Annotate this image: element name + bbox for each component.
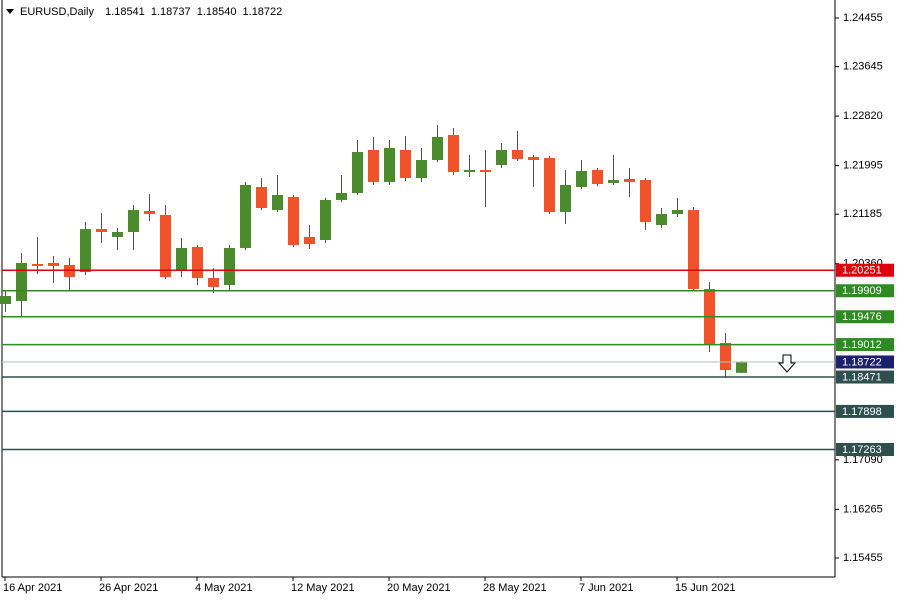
y-tick-label: 1.17090 [843, 454, 883, 466]
symbol: EURUSD,Daily [20, 6, 94, 18]
quote-close: 1.18722 [243, 6, 283, 18]
candle-body [528, 157, 539, 161]
candle-body [416, 160, 427, 179]
candle-body [496, 149, 507, 165]
candle-body [272, 194, 283, 210]
y-tick-label: 1.23645 [843, 61, 883, 73]
candle-body [160, 214, 171, 278]
candle-body [352, 151, 363, 194]
level-label: 1.18722 [842, 356, 882, 368]
candle-body [464, 169, 475, 173]
candle-body [144, 211, 155, 215]
y-tick-label: 1.15455 [843, 552, 883, 564]
y-tick-label: 1.24455 [843, 12, 883, 24]
level-label-box [836, 404, 894, 418]
candle-body [336, 193, 347, 200]
candle-body [544, 157, 555, 212]
candle-body [32, 263, 43, 266]
level-label-box [836, 284, 894, 298]
candle-body [112, 232, 123, 237]
level-label: 1.17898 [842, 406, 882, 418]
level-label-box [836, 443, 894, 457]
x-tick-label: 12 May 2021 [291, 582, 355, 594]
candle-body [64, 265, 75, 278]
level-label-box [836, 263, 894, 277]
quote-open: 1.18541 [105, 6, 145, 18]
level-label: 1.17263 [842, 444, 882, 456]
candle-body [736, 361, 747, 373]
candle-body [224, 247, 235, 285]
x-tick-label: 4 May 2021 [195, 582, 252, 594]
candle-body [576, 170, 587, 188]
candle-body [560, 184, 571, 212]
candle-body [368, 149, 379, 182]
candle-body [656, 214, 667, 225]
level-label-box [836, 370, 894, 384]
level-label: 1.18471 [842, 371, 882, 383]
level-label: 1.19909 [842, 285, 882, 297]
candle-body [400, 149, 411, 179]
candle-body [48, 262, 59, 266]
chart-header: EURUSD,Daily 1.18541 1.18737 1.18540 1.1… [20, 6, 282, 18]
plot [0, 124, 835, 451]
y-tick-label: 1.21185 [843, 208, 882, 220]
level-label: 1.19012 [842, 339, 882, 351]
candle-body [640, 179, 651, 222]
x-tick-label: 7 Jun 2021 [579, 582, 633, 594]
x-tick-label: 15 Jun 2021 [675, 582, 736, 594]
candle-body [208, 277, 219, 287]
quote-high: 1.18737 [151, 6, 191, 18]
candle-body [624, 178, 635, 182]
candle-body [256, 187, 267, 209]
y-tick-label: 1.21995 [843, 160, 883, 172]
candle-body [288, 196, 299, 245]
x-tick-label: 20 May 2021 [387, 582, 451, 594]
x-tick-label: 16 Apr 2021 [3, 582, 62, 594]
x-tick-label: 26 Apr 2021 [99, 582, 158, 594]
candle-body [608, 179, 619, 183]
level-label: 1.20251 [842, 265, 882, 277]
candle-body [720, 343, 731, 371]
candle-body [128, 209, 139, 233]
candle-body [672, 209, 683, 215]
candle-body [432, 136, 443, 161]
candle-body [304, 236, 315, 245]
y-tick-label: 1.22820 [843, 110, 883, 122]
candle-body [480, 169, 491, 173]
x-tick-label: 28 May 2021 [483, 582, 547, 594]
level-label-box [836, 310, 894, 324]
candle-body [688, 209, 699, 290]
sell-arrow [777, 354, 797, 373]
candle-body [448, 134, 459, 173]
level-label: 1.19476 [842, 311, 882, 323]
candle-body [80, 229, 91, 272]
candle-body [512, 149, 523, 159]
candle-body [176, 247, 187, 272]
quote-low: 1.18540 [197, 6, 237, 18]
candle-body [0, 295, 11, 305]
candle-body [240, 184, 251, 248]
candle-body [16, 262, 27, 302]
candle-body [96, 229, 107, 233]
candle-body [192, 247, 203, 278]
level-label-box [836, 355, 894, 369]
level-label-box [836, 338, 894, 352]
candle-body [320, 199, 331, 240]
candle-body [592, 169, 603, 185]
candle-body [384, 148, 395, 182]
y-tick-label: 1.16265 [843, 503, 883, 515]
menu-triangle [6, 9, 14, 14]
